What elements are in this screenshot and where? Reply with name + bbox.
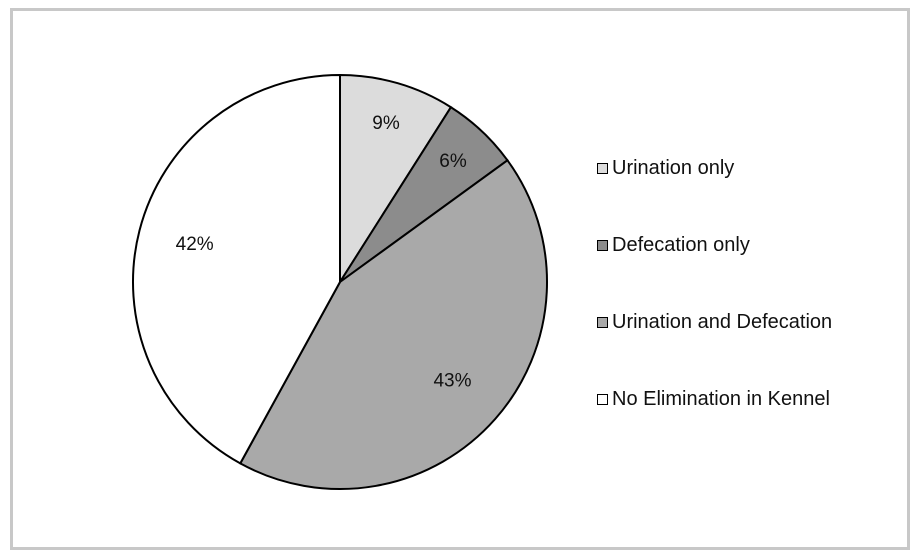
legend-item: Defecation only bbox=[597, 232, 907, 309]
legend-label: Urination only bbox=[612, 157, 735, 179]
legend-swatch bbox=[597, 317, 608, 328]
slice-data-label: 6% bbox=[439, 151, 467, 172]
pie-slice-1 bbox=[339, 73, 453, 286]
legend-item: No Elimination in Kennel bbox=[597, 386, 907, 463]
pie-slice-3 bbox=[238, 158, 549, 490]
legend-label: Defecation only bbox=[612, 234, 750, 256]
legend-item: Urination and Defecation bbox=[597, 309, 907, 386]
legend-swatch bbox=[597, 394, 608, 405]
pie-slice-4 bbox=[132, 73, 341, 465]
legend-label: No Elimination in Kennel bbox=[612, 388, 830, 410]
legend-item: Urination only bbox=[597, 155, 907, 232]
slice-data-label: 43% bbox=[433, 371, 471, 392]
slice-data-label: 42% bbox=[176, 234, 214, 255]
slice-data-label: 9% bbox=[372, 113, 400, 134]
legend-label: Urination and Defecation bbox=[612, 311, 833, 333]
legend-swatch bbox=[597, 240, 608, 251]
legend: Urination only Defecation only Urination a… bbox=[597, 155, 907, 463]
legend-swatch bbox=[597, 163, 608, 174]
